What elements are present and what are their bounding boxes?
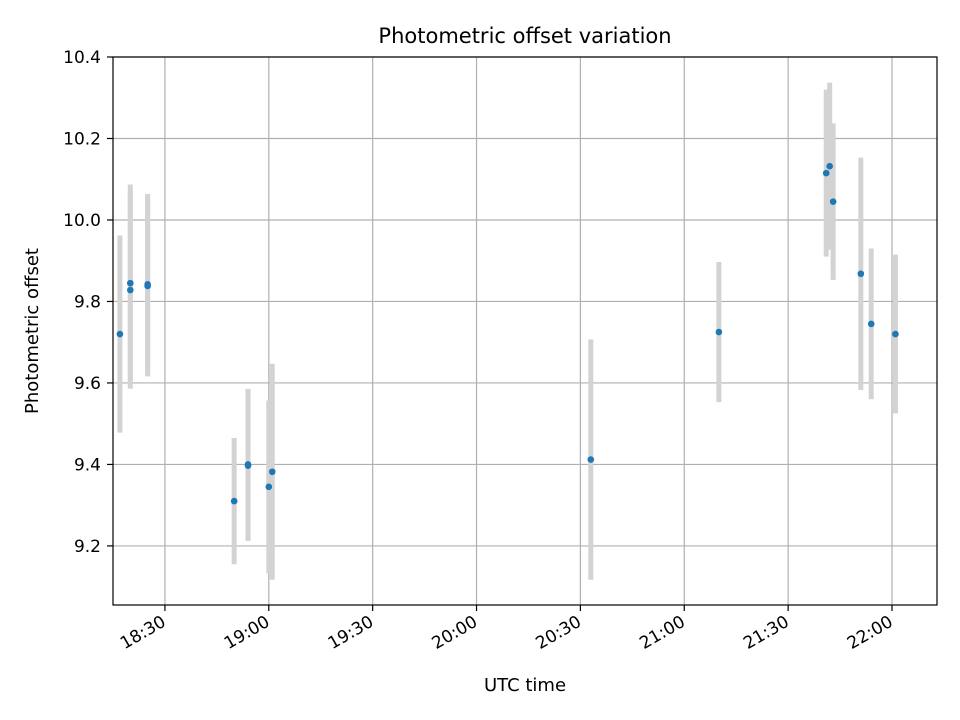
data-point [127, 279, 134, 287]
data-point [127, 286, 134, 294]
data-point [715, 328, 723, 336]
data-point [857, 270, 865, 278]
data-point [587, 456, 595, 463]
data-point [826, 162, 833, 170]
y-tick-label: 10.2 [63, 129, 101, 149]
data-point [829, 198, 837, 205]
y-tick-label: 9.6 [74, 374, 101, 394]
data-point [244, 462, 252, 469]
y-tick-label: 10.0 [63, 211, 101, 231]
grid [113, 56, 937, 605]
y-axis-label: Photometric offset [22, 248, 43, 414]
y-tick-label: 10.4 [63, 48, 101, 68]
data-point [268, 468, 276, 476]
data-point [822, 169, 830, 177]
y-tick-label: 9.8 [74, 292, 101, 312]
data-point [265, 483, 273, 491]
data-point [230, 497, 238, 505]
y-axis: 9.2 9.4 9.6 9.8 10.0 10.2 10.4 [63, 48, 113, 557]
plot-frame [112, 56, 938, 606]
chart-title: Photometric offset variation [378, 24, 671, 48]
data-point [144, 281, 151, 288]
y-tick-label: 9.2 [74, 537, 101, 557]
data-point [867, 320, 875, 328]
data-points [116, 162, 899, 505]
x-axis-label: UTC time [484, 675, 566, 696]
y-tick-label: 9.4 [74, 455, 101, 475]
data-point [892, 330, 899, 338]
data-point [116, 330, 124, 338]
